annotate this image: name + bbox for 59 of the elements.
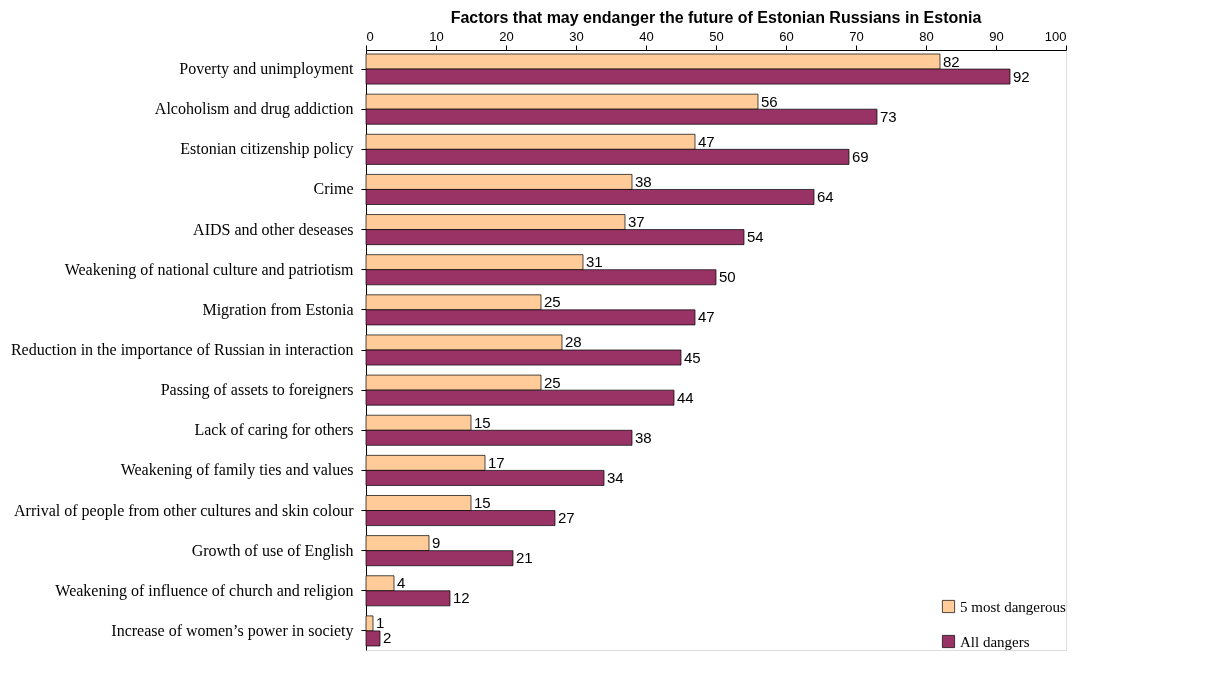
data-label: 44: [677, 388, 694, 406]
y-tick-label: Weakening of influence of church and religion: [55, 581, 354, 600]
data-label: 4: [397, 574, 406, 592]
y-tick-label: Growth of use of English: [191, 541, 354, 560]
data-label: 38: [635, 172, 652, 190]
data-label: 45: [684, 348, 701, 366]
data-label: 64: [817, 187, 834, 205]
x-tick-label: 90: [989, 28, 1004, 44]
data-label: 25: [544, 293, 561, 311]
x-tick-label: 10: [429, 28, 444, 44]
data-label: 69: [852, 147, 869, 165]
x-tick-label: 30: [569, 28, 584, 44]
y-tick-label: Poverty and unimployment: [179, 60, 355, 79]
chart-title: Factors that may endanger the future of Estonian Russians in Estonia: [450, 9, 982, 26]
data-label: 47: [698, 308, 715, 326]
x-tick-label: 40: [639, 28, 654, 44]
data-label: 15: [474, 494, 491, 512]
y-tick-label: Estonian citizenship policy: [180, 140, 354, 159]
x-tick-label: 70: [849, 28, 864, 44]
x-tick-label: 60: [779, 28, 794, 44]
y-tick-label: Migration from Estonia: [202, 300, 354, 319]
data-label: 38: [635, 428, 652, 446]
x-tick-label: 80: [919, 28, 934, 44]
y-tick-label: Passing of assets to foreigners: [160, 381, 354, 400]
x-tick-label: 50: [709, 28, 724, 44]
data-label: 17: [488, 453, 505, 471]
y-tick-label: Alcoholism and drug addiction: [154, 100, 354, 119]
data-label: 25: [544, 373, 561, 391]
data-label: 50: [719, 268, 736, 286]
y-tick-label: Weakening of family ties and values: [120, 461, 354, 480]
data-label: 34: [607, 468, 624, 486]
data-label: 37: [628, 213, 645, 231]
data-label: 82: [943, 52, 960, 70]
data-label: 15: [474, 413, 491, 431]
y-tick-label: AIDS and other deseases: [193, 220, 354, 238]
y-tick-label: Crime: [313, 180, 354, 198]
x-tick-label: 0: [366, 28, 374, 44]
data-label: 56: [761, 92, 778, 110]
data-label: 47: [698, 132, 715, 150]
data-label: 92: [1013, 67, 1030, 85]
data-label: 73: [880, 107, 897, 125]
legend-label: 5 most dangerous: [960, 598, 1066, 615]
data-label: 12: [453, 589, 470, 607]
data-label: 21: [516, 549, 533, 567]
y-tick-label: Increase of women’s power in society: [111, 621, 354, 640]
y-tick-label: Arrival of people from other cultures and skin colour: [14, 501, 355, 520]
data-label: 54: [747, 228, 764, 246]
x-tick-label: 100: [1044, 28, 1067, 44]
data-label: 2: [383, 629, 392, 647]
y-tick-label: Weakening of national culture and patriotism: [64, 260, 355, 279]
y-tick-label: Lack of caring for others: [194, 421, 354, 440]
legend-label: All dangers: [960, 633, 1030, 650]
data-label: 28: [565, 333, 582, 351]
y-tick-label: Reduction in the importance of Russian in interaction: [10, 341, 354, 359]
data-label: 27: [558, 509, 575, 527]
data-label: 1: [376, 614, 385, 632]
data-label: 9: [432, 534, 441, 552]
data-label: 31: [586, 253, 603, 271]
x-tick-label: 20: [499, 28, 514, 44]
